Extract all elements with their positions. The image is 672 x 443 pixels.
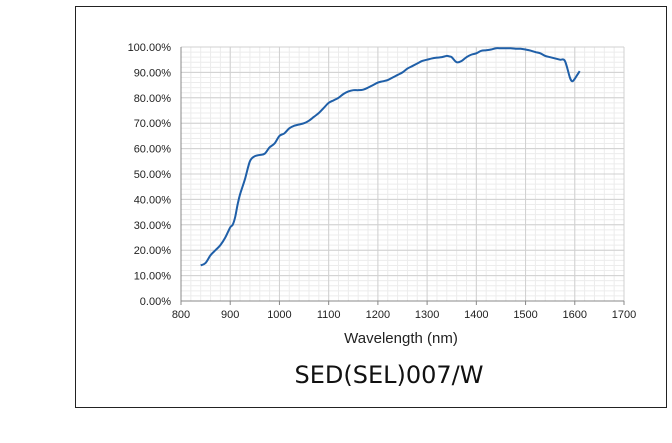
x-tick-label: 1400 [464, 309, 488, 321]
y-tick-label: 80.00% [134, 93, 172, 105]
series-line [200, 47, 581, 267]
axes [180, 47, 625, 305]
y-tick-label: 0.00% [140, 296, 171, 308]
x-tick-labels: 800 900 1000 1100 1200 1300 1400 1500 1600 1700 [172, 309, 636, 321]
y-tick-label: 70.00% [134, 118, 172, 130]
y-tick-label: 100.00% [128, 42, 172, 54]
x-tick-label: 1500 [513, 309, 537, 321]
x-axis-label: Wavelength (nm) [344, 330, 458, 347]
x-tick-label: 1300 [415, 309, 439, 321]
x-tick-label: 1700 [612, 309, 636, 321]
y-tick-label: 50.00% [134, 169, 172, 181]
chart-frame: 0.00% 10.00% 20.00% 30.00% 40.00% 50.00% 60.00… [75, 6, 667, 408]
chart-title: SED(SEL)007/W [295, 361, 484, 389]
x-tick-label: 1000 [267, 309, 291, 321]
x-tick-label: 800 [172, 309, 190, 321]
x-tick-label: 1600 [563, 309, 587, 321]
x-tick-label: 1200 [366, 309, 390, 321]
y-tick-label: 20.00% [134, 245, 172, 257]
y-tick-label: 40.00% [134, 194, 172, 206]
y-tick-labels: 0.00% 10.00% 20.00% 30.00% 40.00% 50.00% 60.00… [128, 42, 172, 308]
x-tick-label: 900 [221, 309, 239, 321]
y-tick-label: 30.00% [134, 220, 172, 232]
grid [180, 46, 625, 302]
y-tick-label: 90.00% [134, 67, 172, 79]
x-tick-label: 1100 [317, 309, 341, 321]
y-tick-label: 60.00% [134, 144, 172, 156]
chart-svg: 0.00% 10.00% 20.00% 30.00% 40.00% 50.00% 60.00… [128, 42, 637, 389]
y-tick-label: 10.00% [134, 271, 172, 283]
